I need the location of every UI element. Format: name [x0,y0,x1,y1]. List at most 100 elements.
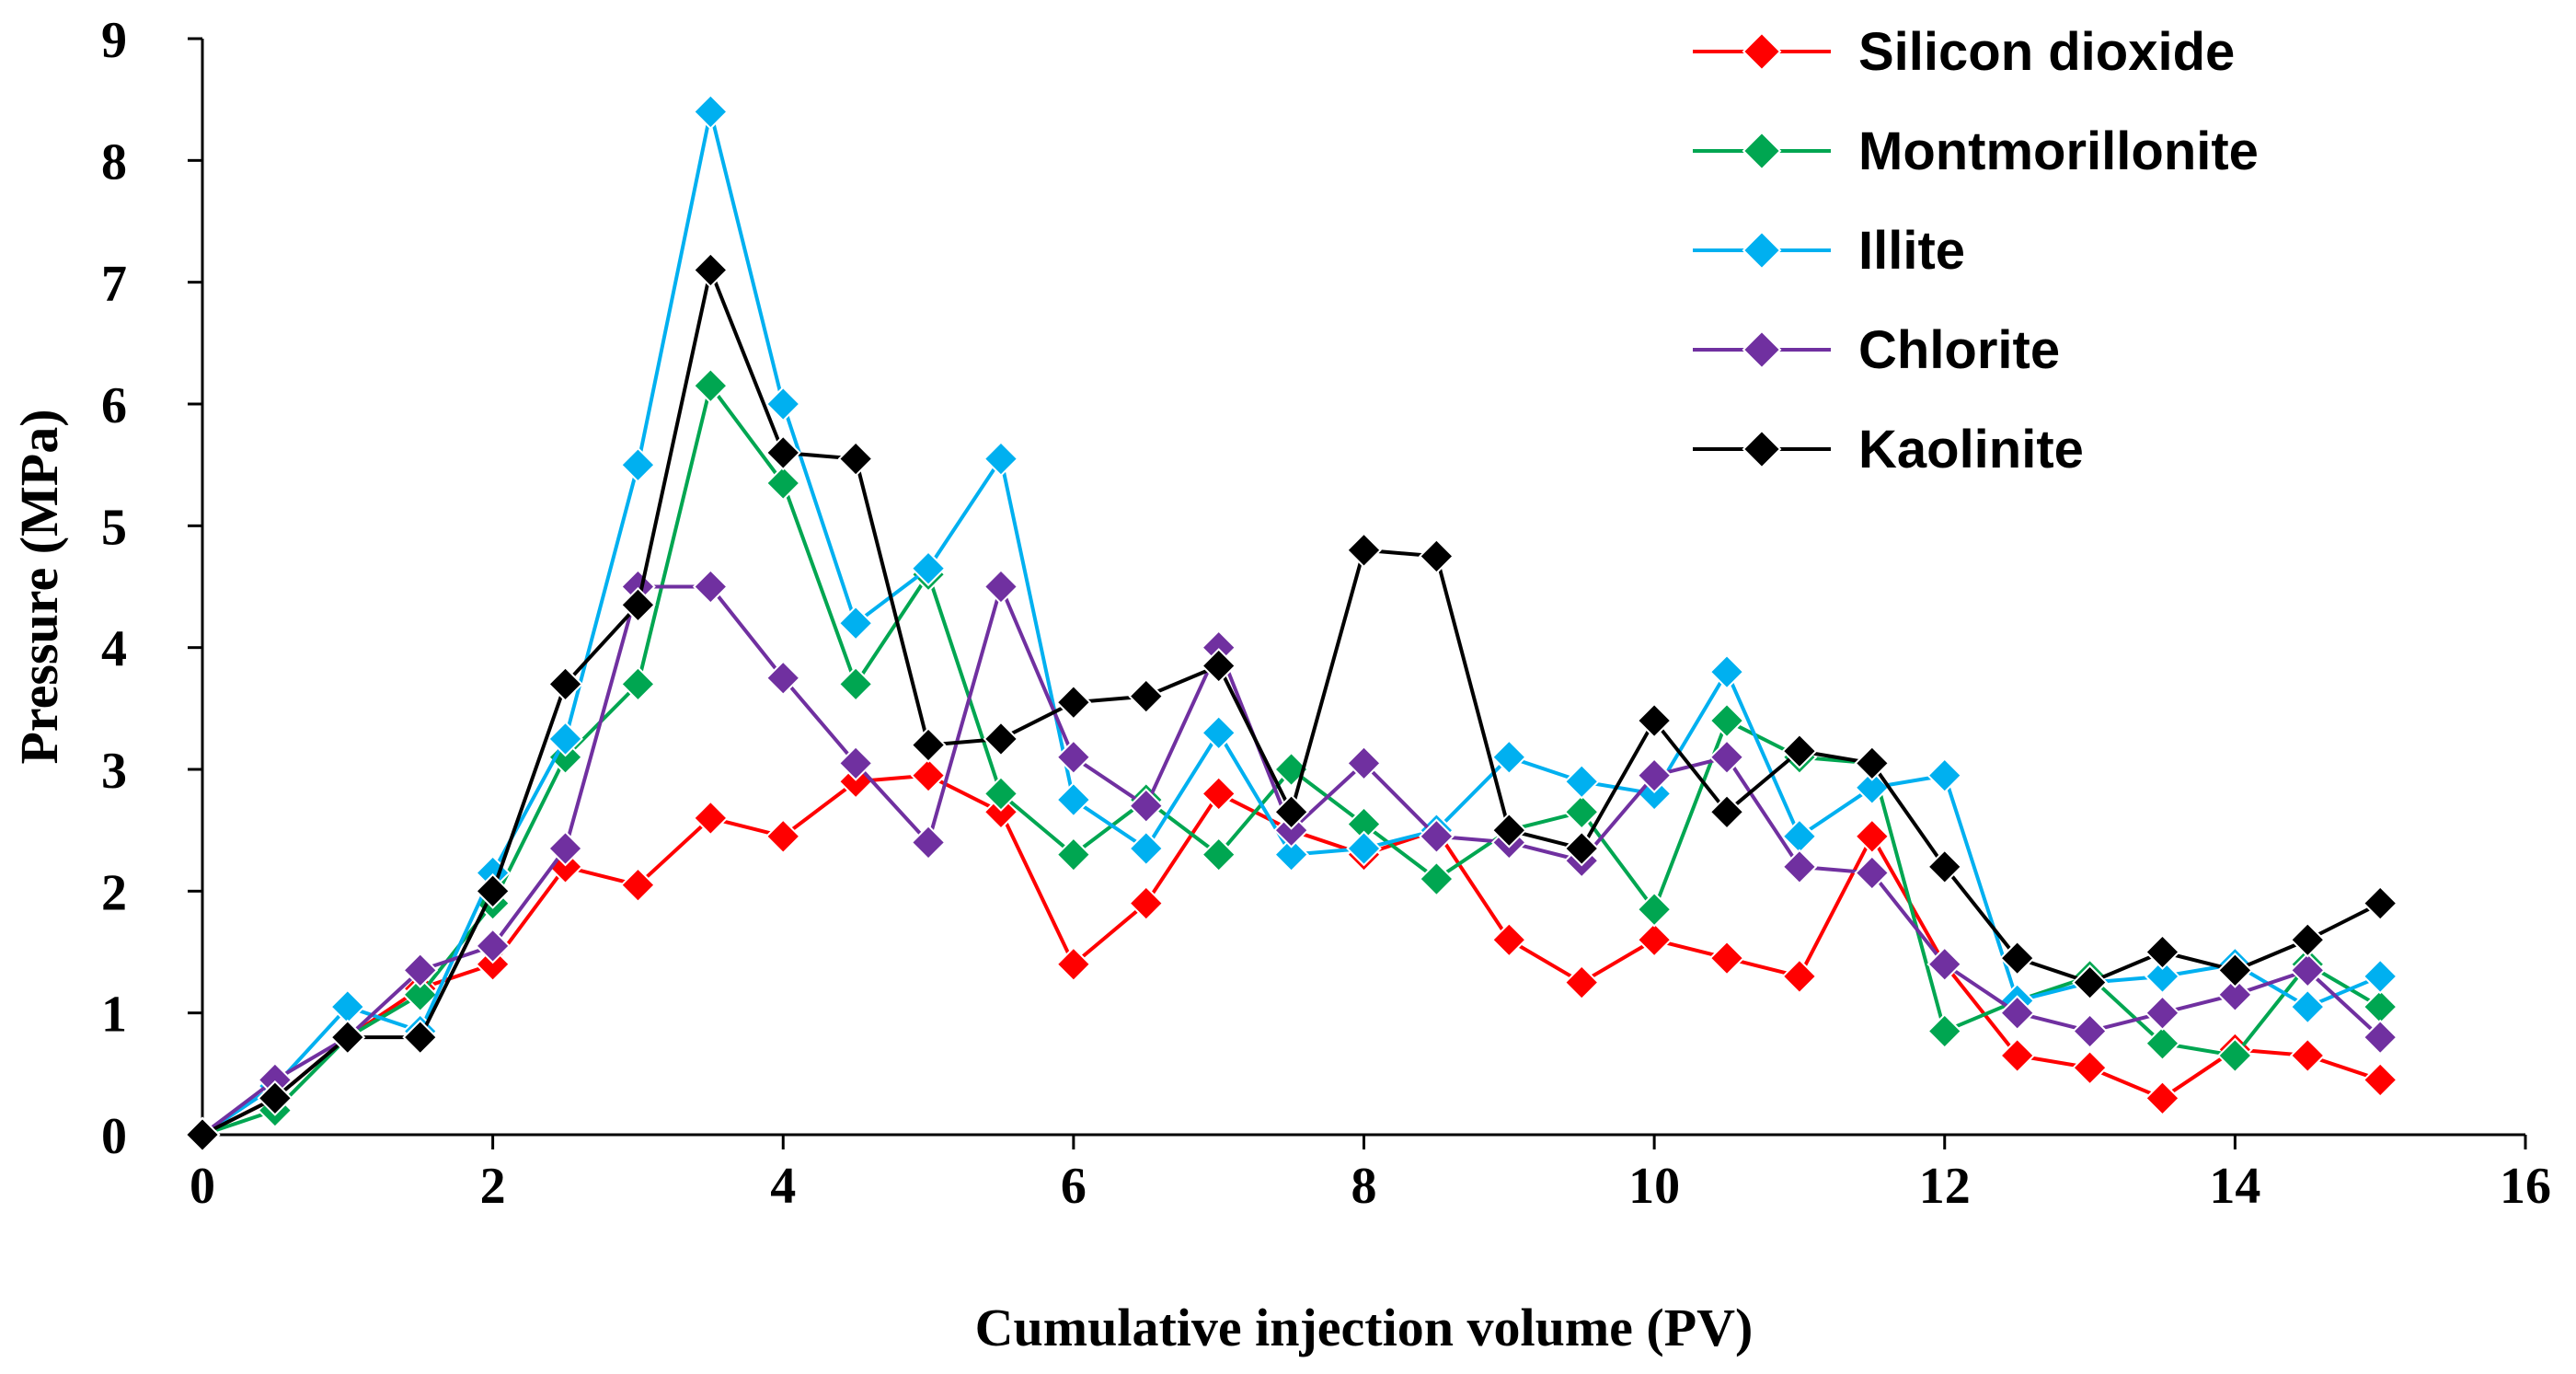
data-point [1708,653,1745,690]
data-point [1418,860,1455,897]
data-point [910,757,947,794]
x-tick-label: 16 [2500,1158,2551,1215]
series-line [201,268,2382,1137]
y-tick-label: 4 [101,621,127,678]
data-point [910,550,947,587]
data-point [1201,714,1237,751]
data-point [620,665,656,702]
data-point [1781,958,1818,995]
data-point [1490,739,1527,776]
x-tick-label: 14 [2209,1158,2260,1215]
data-point [1055,837,1092,873]
data-point [2145,1080,2180,1116]
data-point [1999,940,2036,976]
data-point [620,446,656,483]
series-montmorillonite [184,367,2398,1153]
y-tick-label: 1 [101,987,127,1044]
data-point [1128,885,1165,921]
data-point [1708,702,1745,739]
data-point [1128,678,1165,715]
data-point [2289,1037,2326,1074]
y-axis-title: Pressure (MPa) [9,409,69,764]
series-line [201,110,2381,1137]
data-point [2145,934,2180,970]
data-point [2362,958,2398,995]
data-point [1563,763,1600,800]
legend-label: Montmorillonite [1858,121,2259,181]
data-point [2216,976,2253,1013]
data-point [1055,946,1092,983]
data-point [1490,921,1527,958]
legend-marker [1742,429,1782,469]
data-point [475,872,512,909]
data-point [1346,745,1382,781]
data-point [547,665,583,702]
data-point [765,434,801,471]
data-point [1346,830,1382,867]
data-point [1999,995,2036,1032]
legend-marker [1742,329,1782,370]
data-point [765,386,801,422]
data-point [475,928,512,964]
data-point [765,465,801,502]
data-point [1926,849,1963,885]
data-point [2072,964,2108,1000]
data-point [1055,739,1092,776]
data-point [1999,1037,2036,1074]
data-point [837,745,874,781]
data-point [1781,733,1818,769]
data-point [1273,837,1310,873]
y-tick-label: 2 [101,864,127,921]
legend-label: Chlorite [1858,320,2060,380]
x-tick-label: 8 [1351,1158,1377,1215]
data-point [1781,849,1818,885]
data-point [837,605,874,641]
y-tick-label: 7 [101,256,127,313]
data-point [1708,940,1745,976]
data-point [692,569,729,605]
legend-item: Montmorillonite [1693,121,2259,181]
data-point [692,800,729,837]
data-point [692,367,729,404]
data-point [1490,812,1527,849]
data-point [1273,793,1310,830]
y-tick-label: 3 [101,743,127,800]
data-point [1854,818,1891,855]
data-point [2289,952,2326,988]
data-point [1418,538,1455,574]
x-axis-title: Cumulative injection volume (PV) [975,1298,1754,1357]
data-point [2072,1049,2108,1086]
y-tick-label: 5 [101,499,127,556]
data-point [765,660,801,697]
data-point [2216,952,2253,988]
data-point [402,952,439,988]
data-point [2362,885,2398,921]
data-point [983,776,1019,812]
legend-label: Silicon dioxide [1858,22,2235,82]
data-point [547,830,583,867]
data-point [1636,891,1673,928]
data-point [1926,946,1963,983]
data-point [910,727,947,763]
data-point [402,976,439,1013]
x-tick-label: 4 [770,1158,796,1215]
data-point [1563,964,1600,1000]
data-point [1128,788,1165,825]
data-point [2145,1025,2180,1062]
data-point [2362,1062,2398,1098]
legend-marker [1742,31,1782,72]
legend-item: Chlorite [1693,320,2060,380]
data-point [837,441,874,477]
data-point [1563,793,1600,830]
data-point [547,721,583,757]
data-point [2362,988,2398,1025]
data-point [1201,648,1237,684]
y-tick-label: 6 [101,377,127,434]
data-point [692,93,729,130]
data-point [983,569,1019,605]
data-point [837,665,874,702]
data-point [1128,830,1165,867]
data-point [983,441,1019,477]
data-point [1201,776,1237,812]
data-point [1854,855,1891,891]
